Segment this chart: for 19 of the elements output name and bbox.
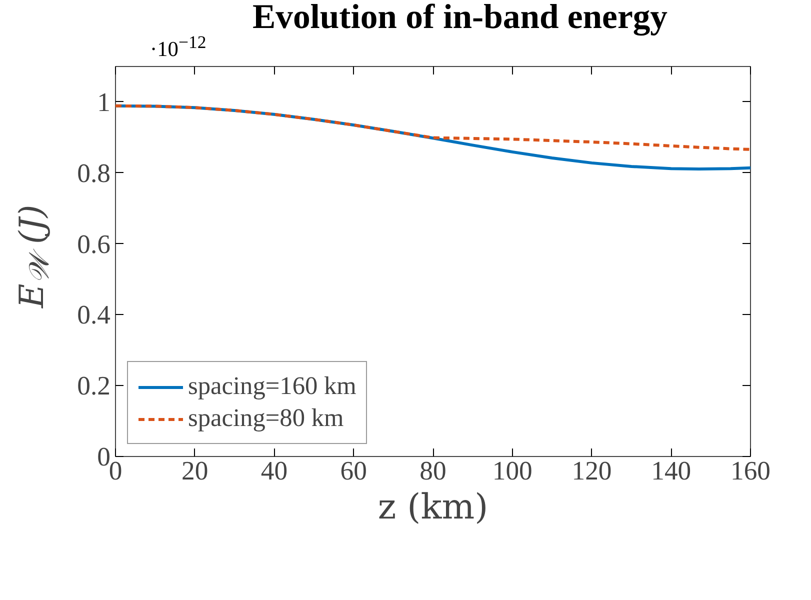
x-tick-label: 60 <box>340 456 367 486</box>
y-tick-label: 0.6 <box>77 228 111 259</box>
x-axis-title: z (km) <box>378 488 488 528</box>
x-tick-label: 140 <box>651 456 692 486</box>
chart-title: Evolution of in-band energy <box>252 0 668 36</box>
legend-label: spacing=80 km <box>188 404 344 433</box>
x-tick-label: 120 <box>572 456 612 486</box>
x-tick-label: 160 <box>730 456 770 486</box>
x-tick-label: 40 <box>260 456 288 486</box>
x-tick-label: 20 <box>182 456 208 486</box>
line-series <box>116 104 750 151</box>
x-tick-label: 100 <box>492 456 532 486</box>
x-tick-label: 80 <box>420 456 446 486</box>
legend-label: spacing=160 km <box>188 372 356 401</box>
text: ·10$^{−12}$ <box>150 32 206 62</box>
y-tick-label: 0.2 <box>77 370 111 401</box>
y-tick-label: 1 <box>97 86 110 117</box>
y-tick-label: 0.8 <box>77 158 111 188</box>
y-tick-label: 0.4 <box>77 300 111 330</box>
